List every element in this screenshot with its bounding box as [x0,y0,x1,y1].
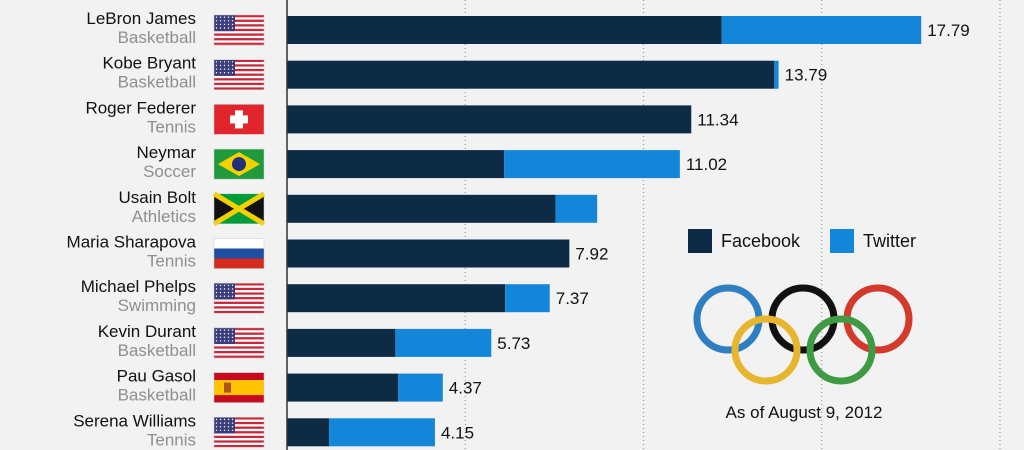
bar-facebook-pau-gasol [287,373,399,402]
legend-swatch-twitter [830,229,854,253]
athlete-sport: Basketball [118,73,196,92]
bar-facebook-michael-phelps [287,284,506,313]
athlete-sport: Tennis [147,117,196,136]
bar-facebook-lebron-james [287,16,722,44]
athlete-name: Michael Phelps [81,277,196,296]
bar-facebook-neymar [287,150,505,179]
bar-facebook-kevin-durant [287,328,396,357]
brazil-flag-icon [213,148,265,180]
russia-flag-icon [213,238,265,269]
jamaica-flag-icon [212,191,266,226]
value-label: 7.37 [556,289,589,308]
olympic-ring-green [806,315,876,385]
olympic-ring-yellow [731,315,801,385]
usa-flag-icon [213,59,265,90]
value-label: 4.37 [449,379,482,398]
athlete-sport: Basketball [118,386,196,405]
usa-flag-icon [213,417,265,448]
athlete-sport: Tennis [147,252,196,271]
value-label: 13.79 [785,66,828,85]
athlete-name: Maria Sharapova [67,233,197,252]
athlete-name: Kevin Durant [98,322,197,341]
athlete-name: Kobe Bryant [102,54,196,73]
athlete-sport: Basketball [118,341,196,360]
switzerland-flag-icon [213,104,265,135]
bar-facebook-maria-sharapova [287,239,570,268]
athlete-name: Roger Federer [85,98,196,117]
athlete-name: Serena Williams [73,411,196,430]
bar-twitter-michael-phelps [505,284,550,313]
bar-twitter-neymar [504,150,680,179]
olympic-ring-red [843,284,913,354]
athlete-sport: Swimming [118,296,196,315]
legend-label-facebook: Facebook [721,231,801,251]
athlete-sport: Athletics [132,207,196,226]
bar-facebook-roger-federer [287,105,692,134]
bar-facebook-usain-bolt [287,194,556,223]
value-label: 4.15 [441,423,474,442]
value-label: 7.92 [575,245,608,264]
bar-twitter-usain-bolt [555,194,598,223]
olympic-rings-logo [693,284,913,385]
spain-flag-icon [213,372,265,403]
usa-flag-icon [213,327,265,359]
bar-twitter-serena-williams [329,418,435,447]
value-label: 5.73 [497,334,530,353]
bar-twitter-lebron-james [721,16,922,44]
usa-flag-icon [213,282,265,314]
legend-label-twitter: Twitter [863,231,916,251]
value-label: 17.79 [927,21,970,40]
olympic-ring-black [768,284,838,354]
olympic-ring-blue [693,284,763,354]
athlete-name: Usain Bolt [119,188,197,207]
legend: Facebook Twitter [688,229,916,253]
bar-twitter-kevin-durant [395,328,492,357]
athlete-sport: Tennis [147,430,196,449]
athlete-name: Pau Gasol [117,367,196,386]
value-label: 11.34 [697,110,738,129]
athlete-sport: Basketball [118,28,196,47]
date-annotation: As of August 9, 2012 [726,403,883,422]
bar-twitter-kobe-bryant [774,60,779,89]
athlete-name: Neymar [136,143,196,162]
usa-flag-icon [213,14,265,46]
athlete-name: LeBron James [86,9,196,28]
bar-facebook-kobe-bryant [287,60,775,89]
value-label: 11.02 [686,155,727,174]
bar-twitter-pau-gasol [398,373,443,402]
bar-facebook-serena-williams [287,418,330,447]
legend-swatch-facebook [688,229,712,253]
athlete-sport: Soccer [143,162,196,181]
